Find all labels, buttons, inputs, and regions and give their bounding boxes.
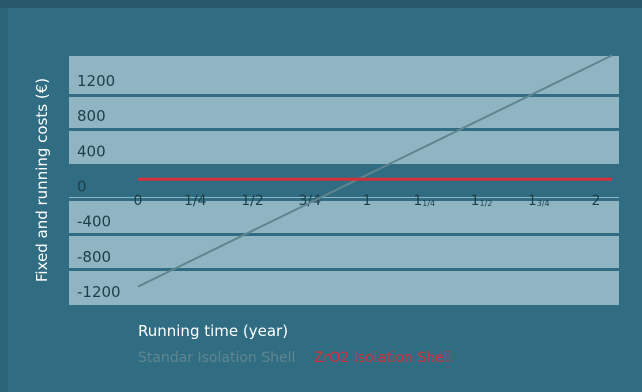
y-tick-label: -400	[77, 213, 111, 231]
x-tick-labels: 0 1/4 1/2 3/4 1 11/4 11/2 13/4 2	[134, 193, 601, 209]
band-separator	[69, 128, 619, 131]
legend: Standar Isolation Shell ZrO2 Isolation S…	[138, 350, 465, 366]
y-tick-label: 400	[77, 142, 106, 160]
x-tick-label: 1/2	[241, 193, 264, 209]
left-bar	[0, 8, 8, 392]
x-tick-label: 2	[592, 193, 601, 209]
series-lines	[137, 54, 613, 288]
y-tick-labels: 1200 800 400 0 -400 -800 -1200	[77, 72, 121, 301]
band-separator	[69, 268, 619, 271]
y-tick-label: 1200	[77, 72, 115, 90]
series-line-standard	[137, 54, 613, 288]
band-separator	[69, 233, 619, 236]
legend-item-standard: Standar Isolation Shell	[138, 350, 296, 366]
grid-band	[69, 56, 619, 95]
y-tick-label: -1200	[77, 283, 121, 301]
grid-bands	[69, 56, 619, 305]
y-tick-label: 800	[77, 107, 106, 125]
top-bar	[0, 0, 642, 8]
band-separator	[69, 94, 619, 97]
x-tick-label: 1/4	[184, 193, 207, 209]
y-tick-label: 0	[77, 178, 87, 196]
band-separator	[69, 198, 619, 201]
x-tick-label: 11/2	[471, 193, 493, 209]
y-axis-label: Fixed and running costs (€)	[33, 77, 51, 283]
legend-item-zro2: ZrO2 Isolation Shell	[313, 350, 452, 366]
x-tick-label: 1	[363, 193, 372, 209]
grid-band	[69, 197, 619, 234]
y-tick-label: -800	[77, 248, 111, 266]
x-axis-label: Running time (year)	[138, 322, 289, 340]
x-tick-label: 11/4	[413, 193, 435, 209]
x-tick-label: 13/4	[528, 193, 550, 209]
x-tick-label: 0	[134, 193, 143, 209]
